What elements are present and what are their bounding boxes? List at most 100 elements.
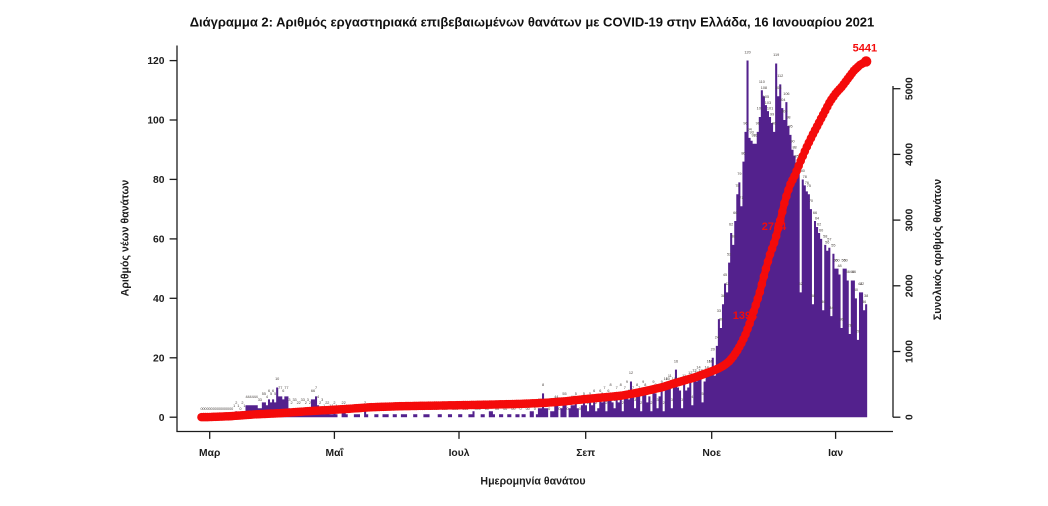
svg-text:6: 6	[311, 389, 313, 393]
svg-text:3: 3	[321, 398, 323, 402]
svg-text:8: 8	[620, 383, 622, 387]
svg-text:103: 103	[765, 101, 771, 105]
svg-text:120: 120	[744, 50, 750, 54]
svg-text:Διάγραμμα 2: Αριθμός εργαστηρι: Διάγραμμα 2: Αριθμός εργαστηριακά επιβεβ…	[190, 15, 875, 30]
svg-text:4000: 4000	[905, 143, 916, 166]
svg-text:79: 79	[737, 172, 741, 176]
svg-text:4: 4	[252, 395, 254, 399]
svg-text:0: 0	[213, 407, 215, 411]
svg-text:7: 7	[315, 386, 317, 390]
svg-text:Ιουλ: Ιουλ	[449, 448, 470, 459]
svg-text:Ιαν: Ιαν	[828, 448, 843, 459]
svg-text:46: 46	[852, 270, 856, 274]
svg-text:5: 5	[262, 392, 264, 396]
svg-text:46: 46	[846, 270, 850, 274]
svg-text:105: 105	[763, 95, 769, 99]
svg-text:70: 70	[809, 199, 813, 203]
svg-text:0: 0	[159, 413, 165, 424]
svg-text:9: 9	[642, 380, 644, 384]
svg-text:5: 5	[575, 392, 577, 396]
svg-text:2: 2	[640, 401, 642, 405]
svg-text:0: 0	[548, 407, 550, 411]
svg-text:7: 7	[603, 386, 605, 390]
svg-text:Ημερομηνία θανάτου: Ημερομηνία θανάτου	[480, 476, 585, 488]
svg-text:8: 8	[636, 383, 638, 387]
svg-text:0: 0	[497, 407, 499, 411]
svg-text:0: 0	[227, 407, 229, 411]
svg-text:13: 13	[692, 368, 696, 372]
svg-text:99: 99	[770, 113, 774, 117]
svg-text:100: 100	[781, 110, 787, 114]
svg-text:62: 62	[729, 223, 733, 227]
svg-text:0: 0	[505, 407, 507, 411]
svg-text:88: 88	[792, 145, 796, 149]
svg-text:5: 5	[264, 392, 266, 396]
svg-text:62: 62	[817, 223, 821, 227]
svg-text:6: 6	[599, 389, 601, 393]
svg-text:4: 4	[256, 395, 258, 399]
svg-text:94: 94	[747, 128, 751, 132]
svg-text:0: 0	[207, 407, 209, 411]
svg-text:5: 5	[270, 392, 272, 396]
svg-text:5: 5	[562, 392, 564, 396]
svg-text:0: 0	[534, 407, 536, 411]
svg-text:101: 101	[767, 107, 773, 111]
svg-text:40: 40	[153, 294, 165, 305]
svg-text:16: 16	[674, 359, 678, 363]
svg-text:2: 2	[299, 401, 301, 405]
svg-text:2: 2	[595, 401, 597, 405]
svg-text:5: 5	[274, 392, 276, 396]
svg-text:8: 8	[609, 383, 611, 387]
svg-text:6: 6	[593, 389, 595, 393]
svg-text:64: 64	[815, 217, 819, 221]
svg-text:Νοε: Νοε	[702, 448, 721, 459]
svg-text:14: 14	[705, 365, 709, 369]
svg-text:92: 92	[754, 133, 758, 137]
svg-text:24: 24	[715, 336, 719, 340]
svg-text:0: 0	[239, 407, 241, 411]
svg-text:5441: 5441	[853, 43, 877, 55]
svg-text:3: 3	[260, 398, 262, 402]
svg-text:4: 4	[254, 395, 256, 399]
svg-text:20: 20	[153, 353, 165, 364]
svg-text:26: 26	[856, 330, 860, 334]
svg-text:4: 4	[247, 395, 249, 399]
svg-text:76: 76	[805, 181, 809, 185]
svg-text:7: 7	[616, 386, 618, 390]
svg-text:2: 2	[305, 401, 307, 405]
svg-text:Αριθμός νέων θανάτων: Αριθμός νέων θανάτων	[120, 180, 132, 297]
svg-text:2: 2	[650, 401, 652, 405]
svg-text:0: 0	[528, 407, 530, 411]
svg-text:2754: 2754	[762, 221, 787, 233]
svg-text:7: 7	[624, 386, 626, 390]
svg-text:2: 2	[309, 401, 311, 405]
svg-text:3: 3	[656, 398, 658, 402]
svg-text:42: 42	[725, 282, 729, 286]
svg-text:0: 0	[205, 407, 207, 411]
svg-text:80: 80	[801, 169, 805, 173]
svg-text:2: 2	[605, 401, 607, 405]
svg-text:40: 40	[854, 288, 858, 292]
svg-text:16: 16	[707, 359, 711, 363]
svg-text:104: 104	[779, 98, 785, 102]
svg-text:13: 13	[698, 368, 702, 372]
svg-text:2: 2	[297, 401, 299, 405]
svg-text:90: 90	[790, 139, 794, 143]
svg-text:112: 112	[777, 74, 783, 78]
svg-text:110: 110	[759, 80, 765, 84]
svg-text:0: 0	[221, 407, 223, 411]
svg-text:4: 4	[317, 395, 319, 399]
svg-text:10: 10	[275, 377, 279, 381]
svg-text:4: 4	[245, 395, 247, 399]
svg-text:3: 3	[301, 398, 303, 402]
svg-text:Συνολικός αριθμός θανάτων: Συνολικός αριθμός θανάτων	[932, 179, 944, 320]
svg-text:96: 96	[743, 122, 747, 126]
svg-text:0: 0	[579, 407, 581, 411]
svg-text:0: 0	[229, 407, 231, 411]
svg-text:86: 86	[741, 151, 745, 155]
svg-text:0: 0	[217, 407, 219, 411]
svg-text:0: 0	[215, 407, 217, 411]
svg-text:Σεπ: Σεπ	[576, 448, 595, 459]
svg-text:2: 2	[663, 401, 665, 405]
svg-text:75: 75	[735, 184, 739, 188]
